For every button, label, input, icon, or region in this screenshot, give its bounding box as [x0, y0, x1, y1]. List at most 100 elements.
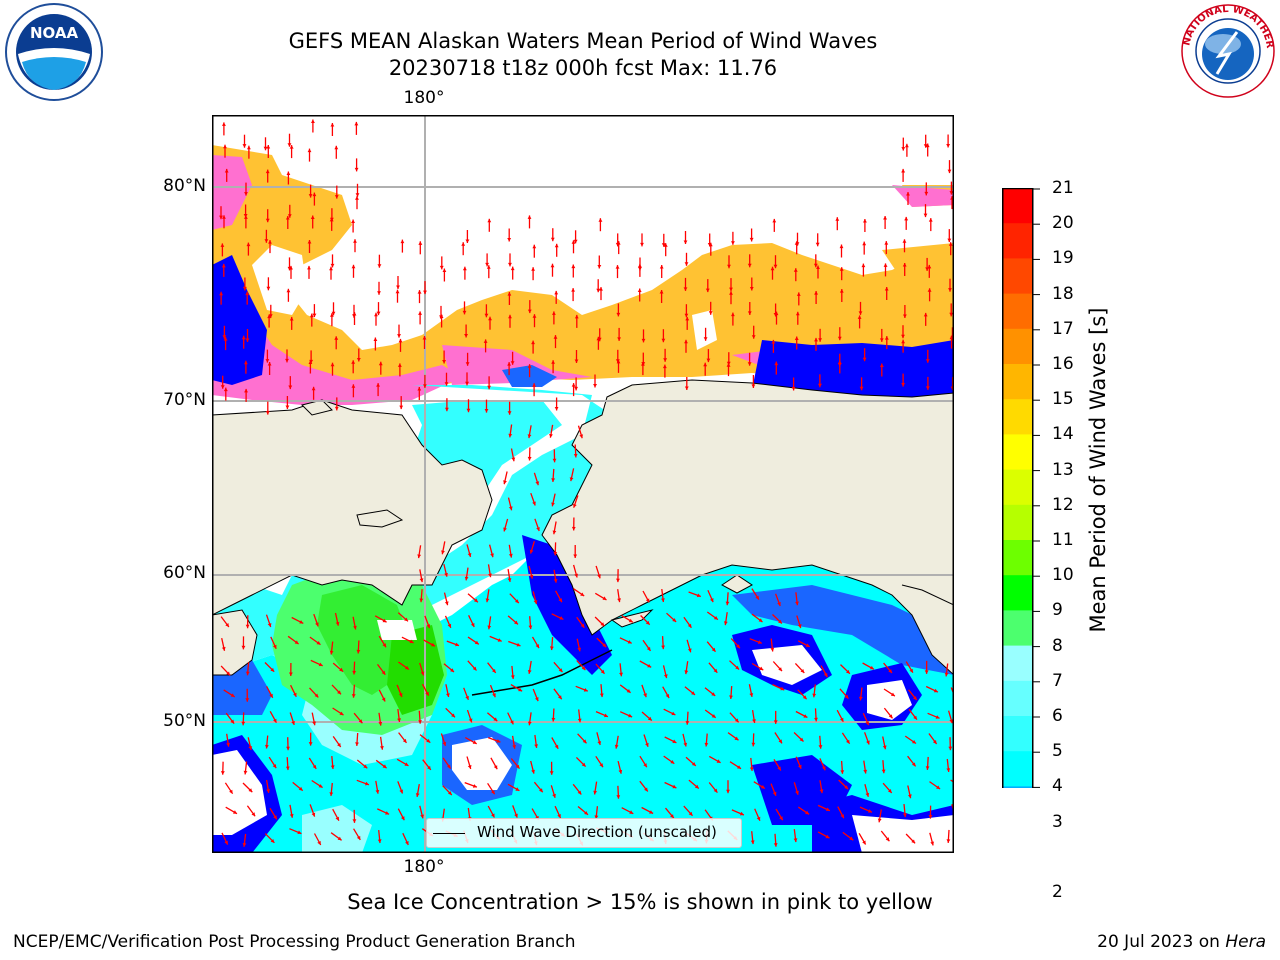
wind-wave-arrowhead [846, 739, 850, 744]
wind-wave-arrowhead [687, 623, 692, 628]
wind-wave-arrowhead [286, 746, 290, 751]
colorbar-segment [1002, 751, 1033, 787]
wind-wave-arrowhead [381, 670, 386, 675]
wind-wave-arrowhead [803, 714, 808, 718]
wind-wave-arrowhead [223, 144, 227, 149]
wind-wave-arrowhead [399, 405, 404, 410]
wind-wave-arrowhead [270, 667, 275, 672]
wind-wave-arrowhead [571, 526, 576, 531]
wind-wave-arrowhead [723, 621, 728, 626]
wind-wave-arrowhead [248, 788, 253, 793]
wind-wave-arrowhead [527, 670, 532, 674]
wind-wave-arrowhead [510, 266, 515, 271]
wind-wave-arrowhead [794, 241, 799, 245]
wind-wave-arrowhead [242, 843, 247, 847]
wind-wave-arrowhead [264, 239, 269, 243]
wind-wave-arrowhead [616, 359, 621, 364]
wind-wave-arrowhead [825, 834, 830, 839]
colorbar-segment [1002, 293, 1033, 330]
wind-wave-arrowhead [884, 336, 889, 340]
wind-wave-arrowhead [779, 816, 783, 821]
wind-wave-arrowhead [444, 601, 449, 606]
wind-wave-arrowhead [703, 337, 708, 341]
wind-wave-arrowhead [354, 121, 359, 126]
wind-wave-arrowhead [596, 336, 601, 341]
wind-wave-arrowhead [226, 671, 231, 676]
wind-wave-arrowhead [422, 336, 427, 340]
wind-wave-arrowhead [663, 358, 668, 362]
colorbar-tick-label: 9 [1052, 600, 1063, 621]
colorbar-segment [1002, 469, 1033, 506]
wind-wave-arrowhead [879, 363, 884, 367]
wind-wave-arrowhead [600, 622, 605, 627]
wind-wave-arrowhead [269, 693, 273, 698]
wind-wave-arrowhead [903, 813, 907, 817]
wind-wave-arrowhead [577, 790, 582, 795]
wind-wave-arrowhead [946, 768, 951, 772]
wind-wave-arrowhead [512, 745, 516, 749]
wind-wave-arrowhead [902, 263, 907, 267]
lat-label-50: 50°N [163, 711, 206, 731]
wind-wave-arrowhead [905, 143, 909, 148]
wind-wave-arrowhead [912, 740, 916, 744]
wind-wave-arrowhead [527, 434, 532, 439]
wind-wave-arrowhead [901, 147, 906, 151]
wind-wave-arrowhead [599, 763, 603, 768]
wind-wave-arrowhead [335, 816, 339, 821]
wind-wave-arrowhead [930, 841, 934, 846]
wind-wave-arrowhead [503, 480, 507, 485]
wind-wave-arrowhead [265, 218, 270, 223]
wind-wave-arrowhead [751, 384, 756, 388]
wind-wave-arrowhead [924, 191, 929, 196]
wind-wave-arrowhead [415, 793, 420, 797]
wind-wave-arrowhead [814, 291, 818, 295]
wind-wave-arrowhead [901, 339, 905, 344]
wind-wave-arrowhead [382, 764, 387, 769]
chart-title: GEFS MEAN Alaskan Waters Mean Period of … [288, 29, 878, 53]
colorbar-tick-label: 19 [1052, 248, 1074, 269]
colorbar-tick-label: 2 [1052, 882, 1063, 902]
colorbar-segment [1002, 434, 1033, 471]
wind-wave-arrowhead [602, 643, 607, 648]
wind-wave-arrowhead [583, 688, 588, 692]
wind-wave-arrowhead [747, 362, 752, 366]
wind-wave-arrowhead [684, 386, 689, 390]
wind-wave-arrowhead [805, 810, 810, 815]
wind-wave-arrowhead [497, 638, 502, 642]
wind-wave-arrowhead [579, 434, 583, 439]
wind-wave-arrowhead [877, 818, 882, 823]
wind-wave-arrowhead [507, 362, 511, 366]
wind-wave-arrowhead [683, 240, 688, 244]
wind-wave-arrowhead [805, 643, 810, 647]
wind-wave-arrowhead [573, 554, 578, 558]
colorbar-segment [1002, 610, 1033, 647]
wind-wave-arrowhead [911, 762, 916, 767]
wind-wave-arrowhead [307, 148, 312, 153]
wind-wave-arrowhead [649, 810, 654, 814]
wind-wave-arrowhead [736, 644, 740, 649]
wind-wave-arrowhead [241, 721, 246, 726]
wind-wave-arrowhead [532, 314, 537, 318]
wind-wave-arrowhead [662, 364, 667, 369]
wind-wave-arrowhead [462, 266, 467, 271]
wind-wave-arrowhead [688, 811, 693, 816]
wind-wave-arrowhead [395, 289, 400, 294]
wind-wave-arrowhead [334, 336, 339, 340]
wind-wave-arrowhead [840, 770, 845, 774]
wind-wave-arrowhead [802, 695, 807, 700]
wind-wave-arrowhead [696, 593, 701, 598]
wind-wave-arrowhead [672, 739, 677, 743]
map-legend: Wind Wave Direction (unscaled) [426, 818, 742, 848]
colorbar-tick-label: 5 [1052, 741, 1063, 762]
wind-wave-arrowhead [933, 688, 938, 693]
wind-wave-arrowhead [549, 433, 553, 438]
wind-wave-arrowhead [770, 647, 775, 652]
wind-wave-arrowhead [640, 242, 644, 247]
wind-wave-arrowhead [225, 623, 229, 627]
colorbar-tick-label: 6 [1052, 706, 1063, 726]
wind-wave-arrowhead [645, 742, 649, 747]
wind-wave-arrowhead [778, 667, 782, 672]
footer-credit: NCEP/EMC/Verification Post Processing Pr… [13, 932, 576, 952]
wind-wave-arrowhead [450, 668, 454, 672]
wind-wave-arrowhead [220, 771, 225, 775]
